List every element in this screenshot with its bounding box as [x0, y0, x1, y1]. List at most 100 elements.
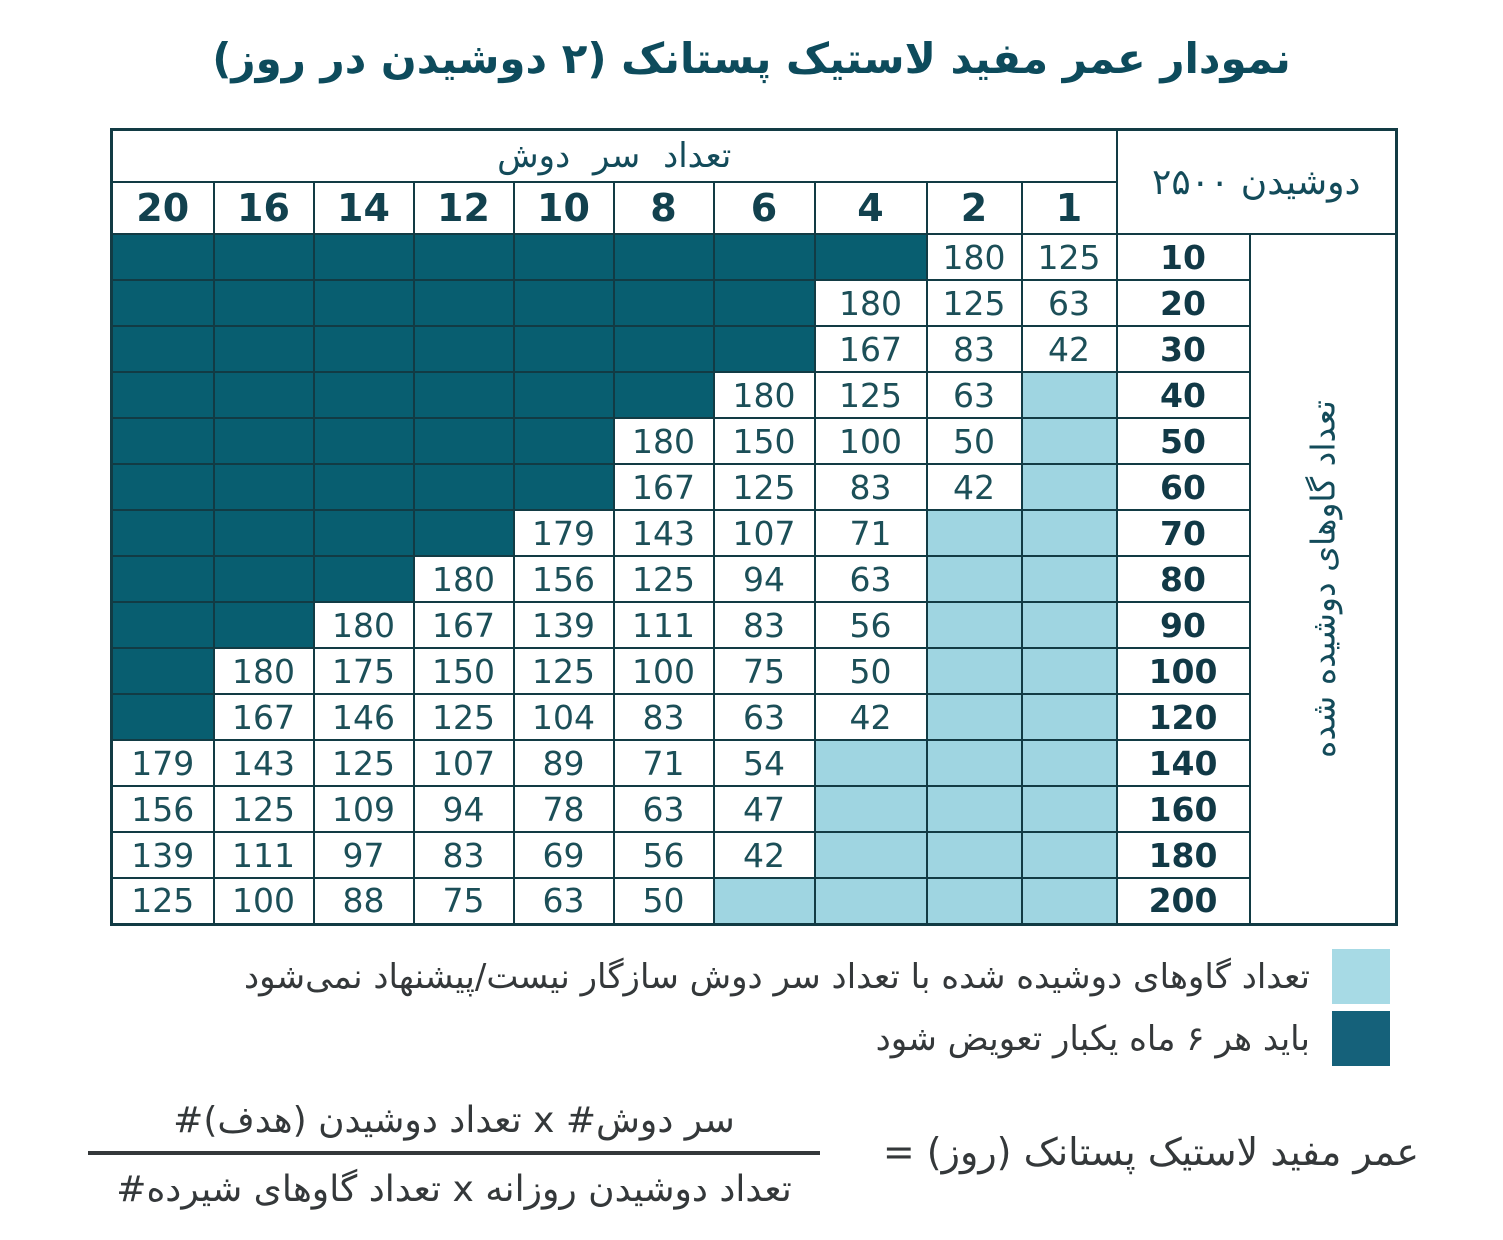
cell-replace-6-months [212, 509, 315, 557]
cell-replace-6-months [412, 371, 515, 419]
cell-days: 63 [612, 785, 715, 833]
cell-replace-6-months [212, 233, 315, 281]
cell-days: 107 [712, 509, 816, 557]
cell-days: 125 [110, 877, 215, 925]
formula-denominator: تعداد دوشیدن روزانه x تعداد گاوهای شیرده… [116, 1169, 792, 1210]
cell-incompatible [925, 877, 1023, 925]
table-row-180: 139 111 97 83 69 56 42 180 [110, 831, 1397, 879]
cell-days: 54 [712, 739, 816, 787]
row-header-70: 70 [1115, 509, 1251, 557]
cell-days: 83 [813, 463, 928, 511]
cell-days: 139 [110, 831, 215, 879]
cell-days: 50 [612, 877, 715, 925]
formula-lhs: عمر مفید لاستیک پستانک (روز) = [882, 1130, 1419, 1174]
cell-days: 83 [412, 831, 515, 879]
cell-days: 100 [212, 877, 315, 925]
table-body: 180 125 10 تعداد گاوهای دوشیده شده 180 125 63 2… [110, 233, 1398, 925]
table-row-120: 167 146 125 104 83 63 42 120 [110, 693, 1397, 741]
cell-days: 175 [312, 647, 415, 695]
cell-replace-6-months [412, 509, 515, 557]
cell-replace-6-months [312, 555, 415, 603]
cell-replace-6-months [312, 463, 415, 511]
cell-days: 63 [813, 555, 928, 603]
cell-incompatible [813, 785, 928, 833]
cell-incompatible [1020, 831, 1118, 879]
row-header-160: 160 [1115, 785, 1251, 833]
cell-incompatible [925, 509, 1023, 557]
row-header-50: 50 [1115, 417, 1251, 465]
row-header-10: 10 [1115, 233, 1251, 281]
cell-days: 167 [212, 693, 315, 741]
cell-replace-6-months [212, 555, 315, 603]
row-header-30: 30 [1115, 325, 1251, 373]
cell-days: 179 [512, 509, 615, 557]
cell-days: 63 [512, 877, 615, 925]
column-number-header-row: 20 16 14 12 10 8 6 4 2 1 [110, 181, 1397, 235]
cell-replace-6-months [512, 279, 615, 327]
legend-label-replace: باید هر ۶ ماه یکبار تعویض شود [875, 1018, 1310, 1059]
cell-incompatible [1020, 739, 1118, 787]
table-row-160: 156 125 109 94 78 63 47 160 [110, 785, 1397, 833]
legend-item-replace: باید هر ۶ ماه یکبار تعویض شود [876, 1011, 1390, 1066]
table-row-200: 125 100 88 75 63 50 200 [110, 877, 1397, 925]
cell-days: 69 [512, 831, 615, 879]
cell-replace-6-months [110, 555, 215, 603]
cell-days: 180 [813, 279, 928, 327]
cell-incompatible [1020, 555, 1118, 603]
cell-days: 125 [1020, 233, 1118, 281]
table-row-80: 180 156 125 94 63 80 [110, 555, 1397, 603]
cell-days: 42 [1020, 325, 1118, 373]
cell-replace-6-months [312, 417, 415, 465]
cell-replace-6-months [212, 463, 315, 511]
cell-days: 63 [1020, 279, 1118, 327]
cell-replace-6-months [212, 325, 315, 373]
liner-life-table: تعداد سر دوش دوشیدن ۲۵۰۰ 20 16 14 12 10 8 6 4 2 1… [110, 128, 1399, 926]
cell-replace-6-months [110, 693, 215, 741]
cell-days: 89 [512, 739, 615, 787]
cell-replace-6-months [110, 325, 215, 373]
cell-days: 71 [612, 739, 715, 787]
cell-replace-6-months [412, 233, 515, 281]
column-header-6: 6 [712, 181, 816, 235]
cell-replace-6-months [612, 279, 715, 327]
cell-days: 94 [412, 785, 515, 833]
cell-replace-6-months [212, 279, 315, 327]
page-title: نمودار عمر مفید لاستیک پستانک (۲ دوشیدن … [212, 34, 1291, 83]
cell-days: 83 [712, 601, 816, 649]
cell-days: 75 [712, 647, 816, 695]
cell-replace-6-months [110, 233, 215, 281]
cell-days: 167 [412, 601, 515, 649]
cell-days: 56 [612, 831, 715, 879]
cell-incompatible [813, 739, 928, 787]
cell-days: 63 [712, 693, 816, 741]
legend-item-incompatible: تعداد گاوهای دوشیده شده با تعداد سر دوش … [244, 949, 1390, 1004]
cell-days: 167 [612, 463, 715, 511]
cell-incompatible [1020, 509, 1118, 557]
cell-incompatible [813, 831, 928, 879]
cell-days: 125 [712, 463, 816, 511]
cell-replace-6-months [212, 601, 315, 649]
column-header-12: 12 [412, 181, 515, 235]
cell-incompatible [925, 647, 1023, 695]
cell-days: 111 [612, 601, 715, 649]
cell-replace-6-months [512, 371, 615, 419]
row-axis-label: تعداد گاوهای دوشیده شده [1303, 399, 1343, 758]
cell-days: 150 [412, 647, 515, 695]
column-header-16: 16 [212, 181, 315, 235]
table-row-60: 167 125 83 42 60 [110, 463, 1397, 511]
cell-replace-6-months [412, 279, 515, 327]
cell-incompatible [1020, 693, 1118, 741]
cell-days: 125 [612, 555, 715, 603]
cell-replace-6-months [312, 371, 415, 419]
cell-days: 150 [712, 417, 816, 465]
cell-replace-6-months [110, 509, 215, 557]
cell-incompatible [925, 555, 1023, 603]
cell-days: 156 [110, 785, 215, 833]
row-header-40: 40 [1115, 371, 1251, 419]
cell-replace-6-months [110, 463, 215, 511]
column-header-8: 8 [612, 181, 715, 235]
row-header-100: 100 [1115, 647, 1251, 695]
cell-incompatible [925, 693, 1023, 741]
cell-replace-6-months [110, 371, 215, 419]
cell-incompatible [1020, 463, 1118, 511]
